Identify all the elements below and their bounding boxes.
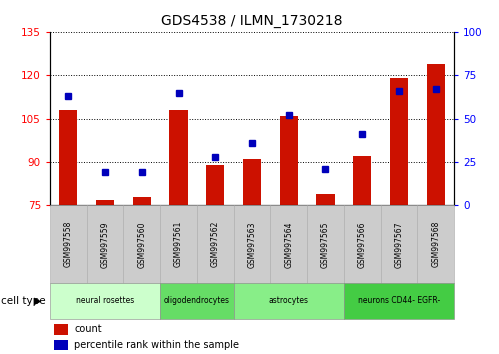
Text: GSM997565: GSM997565 (321, 221, 330, 268)
Bar (96, 200, 114, 205)
Text: GSM997560: GSM997560 (137, 221, 146, 268)
Bar (169, 110, 188, 205)
Bar (243, 159, 261, 205)
Bar (353, 156, 371, 205)
Bar (133, 197, 151, 205)
Text: GSM997562: GSM997562 (211, 221, 220, 268)
Bar (417, 205, 454, 283)
Bar (54, 340, 68, 350)
Bar (234, 205, 270, 283)
Bar (344, 205, 381, 283)
Bar (427, 64, 445, 205)
Text: neurons CD44- EGFR-: neurons CD44- EGFR- (358, 296, 440, 306)
Text: GSM997564: GSM997564 (284, 221, 293, 268)
Bar (316, 194, 335, 205)
Bar (307, 205, 344, 283)
Text: GSM997567: GSM997567 (395, 221, 404, 268)
Bar (50, 283, 160, 319)
Text: oligodendrocytes: oligodendrocytes (164, 296, 230, 306)
Bar (270, 205, 307, 283)
Bar (123, 205, 160, 283)
Bar (390, 78, 408, 205)
Bar (197, 205, 234, 283)
Text: percentile rank within the sample: percentile rank within the sample (74, 340, 239, 350)
Text: GSM997559: GSM997559 (100, 221, 109, 268)
Text: ▶: ▶ (34, 296, 41, 306)
Bar (381, 205, 417, 283)
Bar (344, 283, 454, 319)
Text: GSM997563: GSM997563 (248, 221, 256, 268)
Text: GSM997561: GSM997561 (174, 221, 183, 268)
Text: GSM997566: GSM997566 (358, 221, 367, 268)
Bar (160, 205, 197, 283)
Bar (59, 110, 77, 205)
Text: astrocytes: astrocytes (269, 296, 309, 306)
Bar (206, 165, 225, 205)
Bar (87, 205, 123, 283)
Bar (279, 116, 298, 205)
Text: neural rosettes: neural rosettes (76, 296, 134, 306)
Bar (234, 283, 344, 319)
Bar (54, 324, 68, 335)
Bar (160, 283, 234, 319)
Text: cell type: cell type (1, 296, 45, 306)
Text: count: count (74, 324, 102, 334)
Title: GDS4538 / ILMN_1730218: GDS4538 / ILMN_1730218 (161, 14, 343, 28)
Bar (50, 205, 87, 283)
Text: GSM997568: GSM997568 (431, 221, 440, 268)
Text: GSM997558: GSM997558 (64, 221, 73, 268)
